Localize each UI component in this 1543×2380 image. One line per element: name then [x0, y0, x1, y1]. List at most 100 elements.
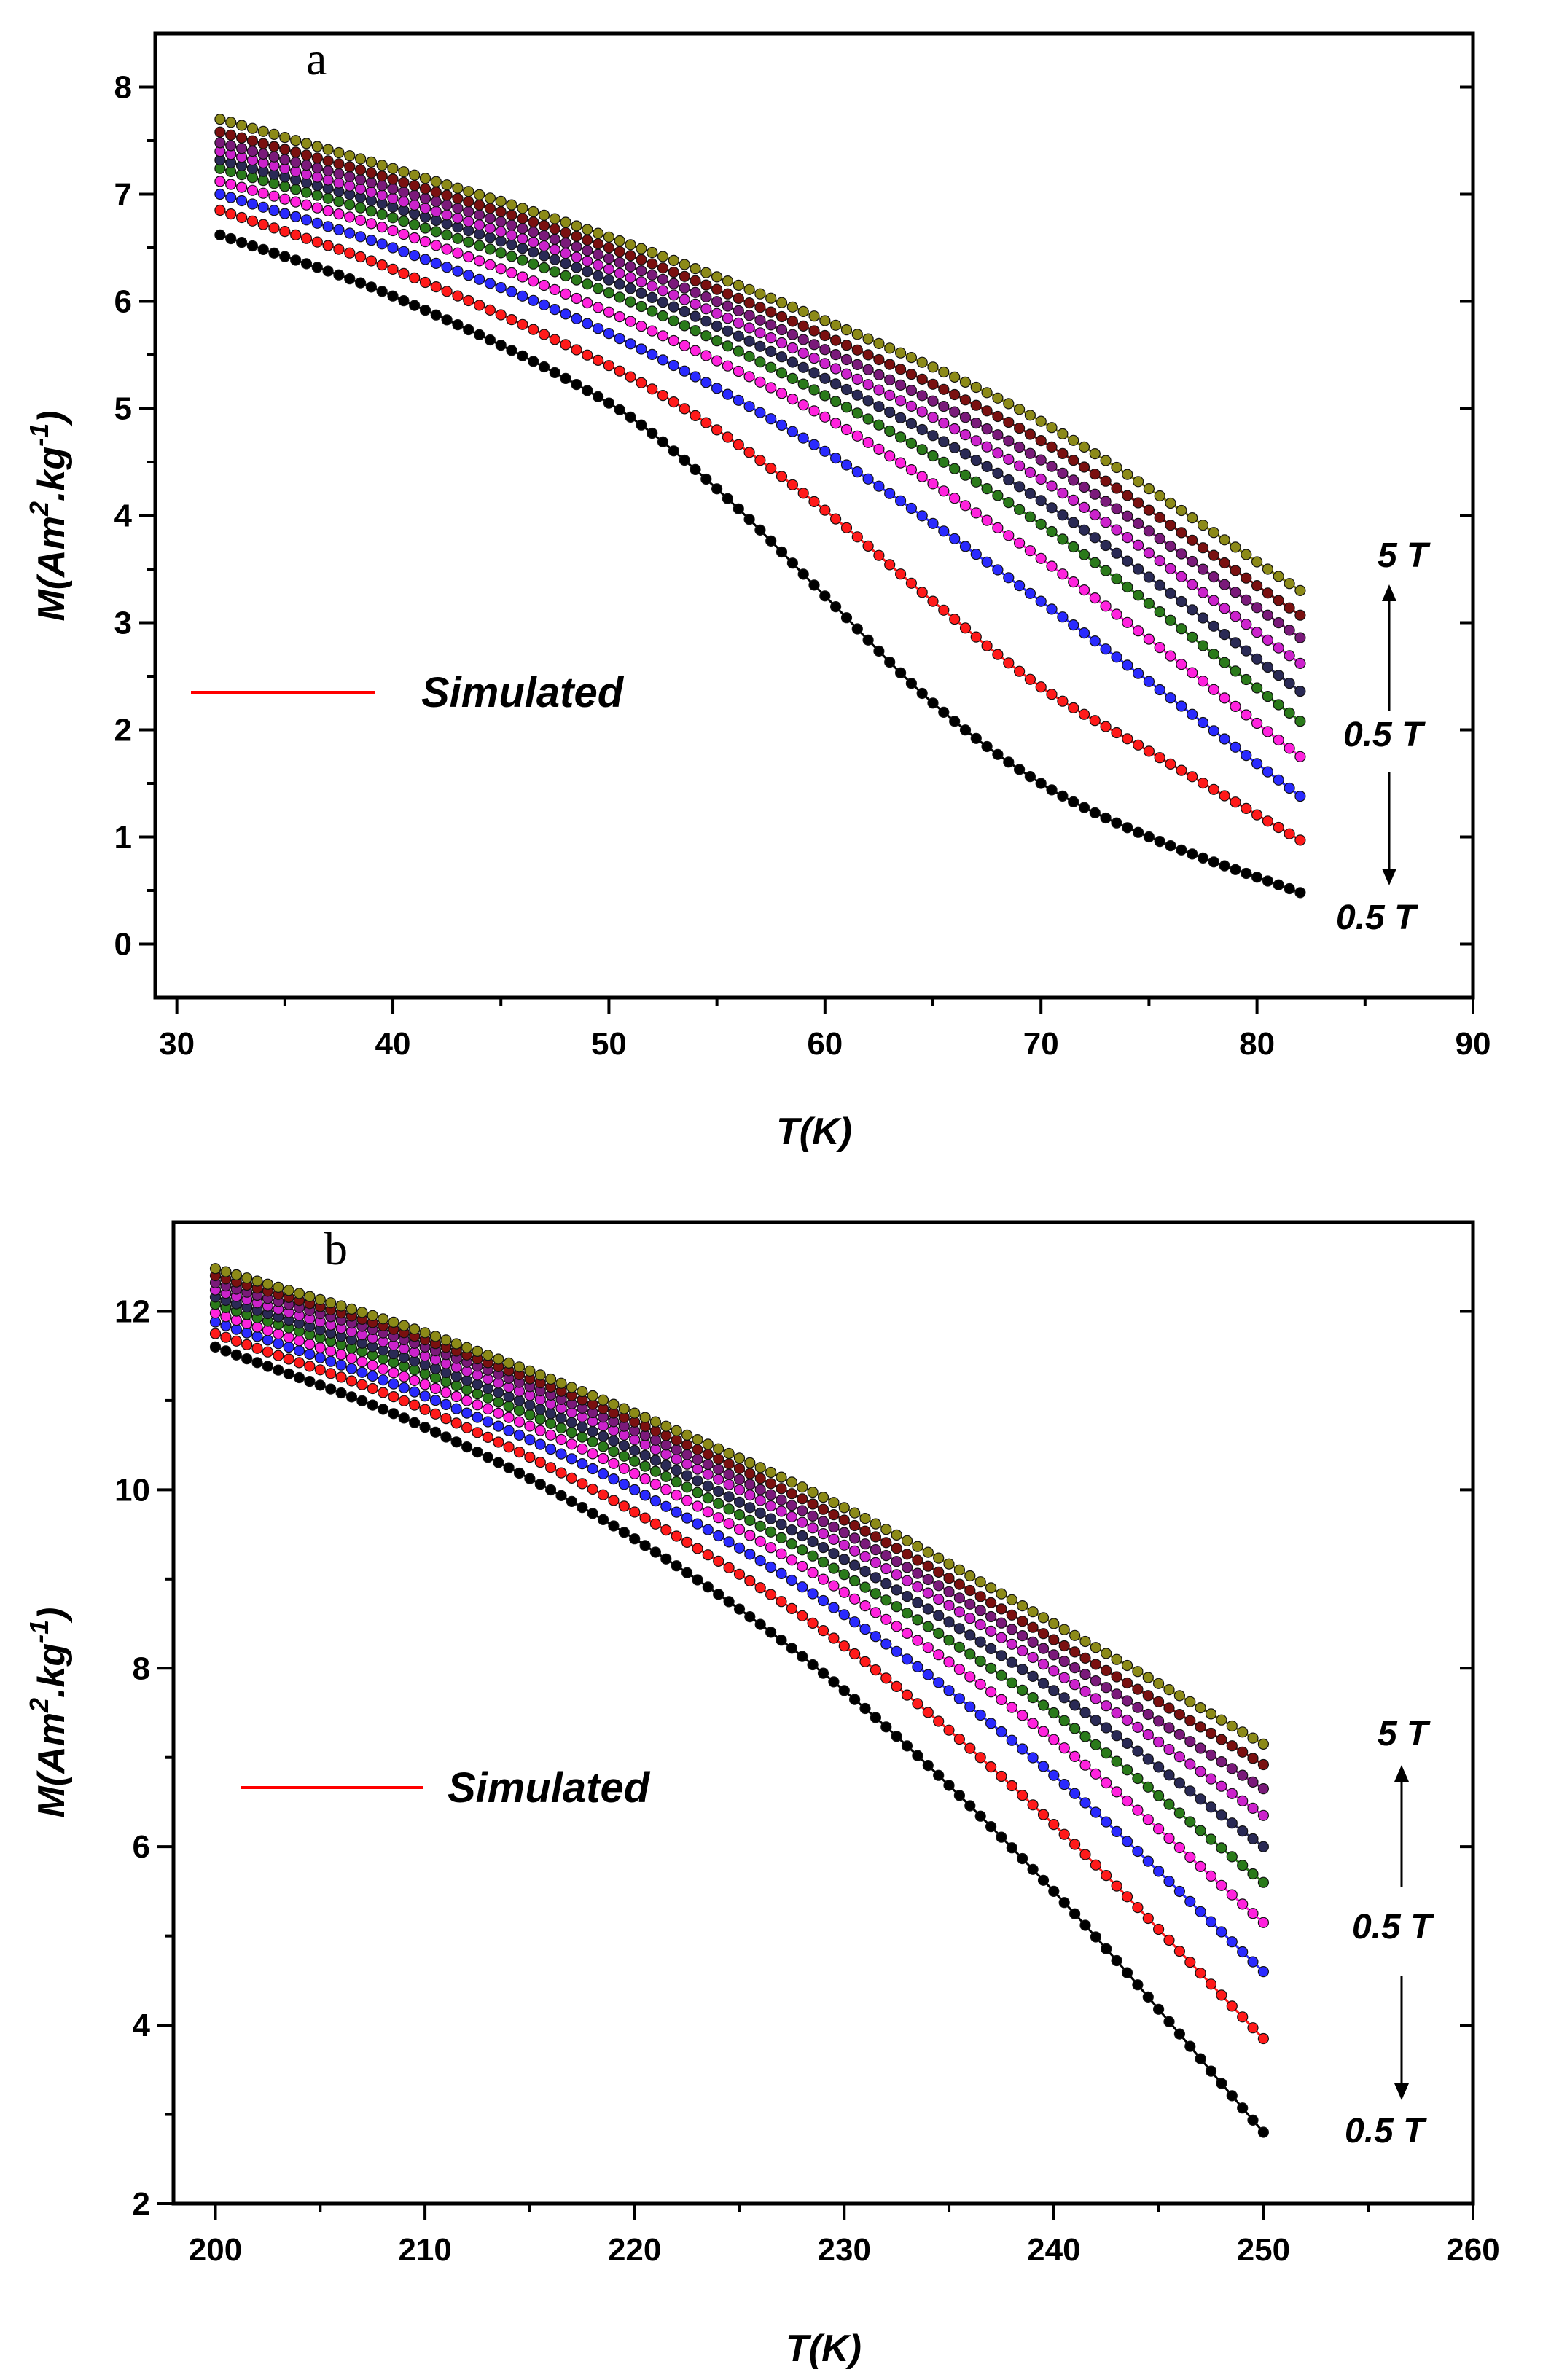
data-point — [985, 1610, 997, 1623]
data-point — [273, 1338, 284, 1350]
data-point — [1046, 784, 1058, 796]
data-point — [786, 1524, 798, 1536]
data-point — [1284, 602, 1295, 614]
data-point — [571, 251, 582, 263]
data-point — [419, 1390, 431, 1402]
data-point — [1089, 592, 1101, 604]
data-point — [1122, 659, 1133, 671]
data-point — [452, 265, 464, 277]
data-point — [304, 1291, 316, 1302]
data-point — [314, 1352, 326, 1363]
data-point — [901, 1740, 913, 1752]
data-point — [786, 316, 799, 327]
data-point — [603, 274, 615, 286]
data-point — [776, 310, 788, 323]
data-point — [283, 1331, 294, 1343]
data-point — [1205, 1801, 1217, 1813]
data-point — [744, 1468, 756, 1479]
data-point — [1037, 1699, 1050, 1711]
data-point — [985, 1686, 997, 1698]
data-point — [214, 114, 226, 125]
data-point — [1165, 540, 1176, 552]
data-point — [503, 1357, 515, 1369]
data-point — [517, 203, 528, 214]
data-point — [325, 1368, 337, 1379]
data-point — [387, 183, 399, 195]
data-point — [690, 463, 701, 476]
y-tick-label: 4 — [133, 2008, 151, 2043]
data-point — [367, 1310, 378, 1321]
data-point — [614, 235, 625, 247]
data-point — [1089, 807, 1101, 819]
data-point — [927, 378, 939, 390]
data-point — [1176, 658, 1187, 670]
data-point — [1101, 1664, 1112, 1676]
data-point — [927, 478, 939, 490]
data-point — [974, 1591, 986, 1602]
data-point — [647, 281, 658, 292]
data-point — [992, 447, 1004, 459]
data-point — [587, 1483, 598, 1495]
data-point — [754, 1582, 766, 1594]
data-point — [1100, 812, 1112, 824]
data-point — [1273, 616, 1284, 629]
data-point — [1132, 563, 1144, 575]
data-point — [1208, 783, 1219, 795]
data-point — [1078, 708, 1090, 720]
data-point — [409, 272, 421, 283]
data-point — [230, 1349, 242, 1361]
data-point — [657, 297, 669, 308]
data-point — [1187, 534, 1198, 546]
data-point — [1152, 1866, 1165, 1877]
data-point — [880, 1550, 892, 1562]
data-point — [754, 1555, 766, 1567]
data-point — [534, 1456, 546, 1468]
data-point — [1284, 707, 1295, 719]
data-point — [711, 283, 723, 295]
data-point — [1197, 777, 1209, 789]
data-point — [1048, 1634, 1060, 1645]
data-point — [1262, 661, 1274, 673]
data-point — [398, 1412, 410, 1424]
x-tick-label: 220 — [608, 2232, 661, 2268]
data-point — [1237, 1825, 1249, 1837]
data-point — [555, 1422, 567, 1434]
data-point — [450, 1417, 462, 1429]
data-point — [959, 394, 972, 406]
data-point — [571, 241, 582, 253]
data-point — [660, 1439, 672, 1451]
data-point — [765, 292, 777, 304]
data-point — [1132, 1845, 1144, 1858]
data-point — [786, 1538, 798, 1550]
data-point — [1251, 602, 1263, 614]
data-point — [1184, 1758, 1196, 1770]
data-point — [629, 1506, 641, 1518]
data-point — [1058, 1779, 1070, 1790]
data-point — [1184, 1696, 1196, 1707]
data-point — [503, 1462, 515, 1473]
data-point — [1152, 1678, 1165, 1689]
data-point — [495, 226, 507, 238]
series-4p0T — [209, 1277, 1270, 1795]
data-point — [409, 189, 421, 201]
data-point — [1013, 537, 1026, 549]
data-point — [409, 180, 421, 192]
data-point — [1101, 1943, 1112, 1954]
data-point — [722, 388, 734, 400]
data-point — [534, 1479, 546, 1490]
data-point — [582, 266, 593, 278]
data-point — [970, 435, 982, 447]
data-point — [859, 1565, 871, 1578]
data-point — [419, 305, 431, 316]
data-point — [1003, 657, 1015, 669]
data-point — [884, 488, 896, 499]
data-point — [279, 132, 291, 144]
data-point — [333, 168, 345, 179]
data-point — [927, 430, 939, 442]
data-point — [681, 1495, 693, 1506]
data-point — [1197, 519, 1209, 531]
data-point — [679, 282, 690, 294]
data-point — [723, 1458, 735, 1470]
data-point — [1048, 1665, 1060, 1677]
data-point — [981, 387, 993, 399]
